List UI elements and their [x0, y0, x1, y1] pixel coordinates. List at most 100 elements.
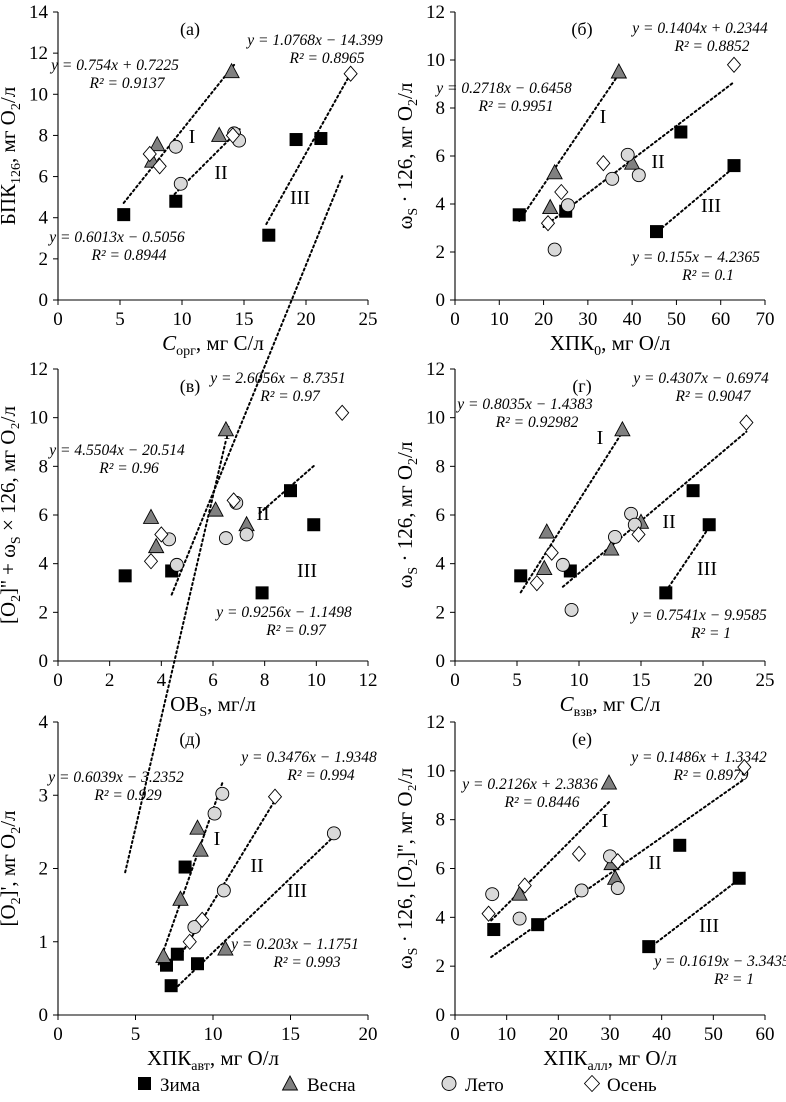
data-point-winter [289, 133, 303, 147]
y-tick-label: 0 [436, 1005, 446, 1026]
x-axis-label: ХПК0, мг О/л [550, 331, 670, 359]
y-axis-label: [O2]', мг O2/л [0, 810, 24, 926]
data-point-summer [187, 920, 202, 935]
x-tick-label: 0 [53, 309, 63, 330]
x-axis-label: Cвзв, мг С/л [560, 692, 661, 720]
trendline-III [664, 526, 711, 593]
equation-II: y = 0.6013x − 0.5056 [47, 229, 185, 246]
data-point-winter [255, 586, 269, 600]
data-point-summer [169, 557, 184, 572]
group-label-II: II [214, 162, 227, 184]
r2-III: R² = 0.97 [265, 622, 327, 639]
x-tick-label: 8 [260, 670, 270, 691]
y-axis-label: БПК126, мг O2/л [0, 87, 24, 225]
r2-I: R² = 0.8446 [504, 794, 580, 811]
legend-label-autumn: Осень [607, 1075, 657, 1096]
data-point-winter [673, 838, 687, 852]
trendline-II [542, 81, 735, 228]
x-tick-label: 20 [694, 670, 713, 691]
x-tick-label: 10 [173, 309, 192, 330]
data-point-autumn [540, 215, 556, 232]
data-point-summer [215, 786, 230, 801]
x-tick-label: 50 [704, 1024, 723, 1045]
panel-label: (е) [572, 729, 592, 750]
data-point-summer [218, 531, 233, 546]
chart-panel-1: 0 2 4 6 8 10 12 14 0 5 10 15 20 25 Cорг, мг С/л БПК126,… [0, 2, 383, 359]
panel-label: (д) [179, 729, 200, 750]
chart-panel-2: 0 2 4 6 8 10 12 0 10 20 30 40 50 60 70 ХПК0, мг О/л ωS ·… [393, 2, 775, 359]
data-point-summer [207, 806, 222, 821]
data-point-autumn [554, 183, 569, 201]
y-tick-label: 2 [436, 956, 446, 977]
trendline-III [653, 166, 735, 236]
x-axis-label: Cорг, мг С/л [162, 331, 264, 359]
chart-panel-4: 0 2 4 6 8 10 12 0 5 10 15 20 25 Cвзв, мг С/л ωS · 126,… [393, 359, 775, 720]
data-point-winter [642, 940, 656, 954]
data-point-autumn [143, 553, 159, 570]
data-point-autumn [739, 414, 754, 431]
y-tick-label: 8 [436, 98, 446, 119]
x-tick-label: 0 [450, 309, 460, 330]
y-tick-label: 4 [436, 554, 446, 575]
group-label-III: III [287, 880, 307, 902]
data-point-summer [564, 602, 579, 617]
data-point-winter [531, 918, 545, 932]
y-tick-label: 0 [39, 1005, 49, 1026]
r2-I: R² = 0.929 [93, 787, 161, 804]
x-tick-label: 5 [512, 670, 522, 691]
data-point-summer [608, 529, 622, 544]
r2-III: R² = 0.993 [272, 954, 340, 971]
y-axis-label: ωS · 126, мг O2/л [393, 83, 421, 230]
x-tick-label: 6 [208, 670, 218, 691]
y-tick-label: 3 [39, 785, 49, 806]
group-label-III: III [297, 560, 317, 582]
x-tick-label: 0 [53, 1024, 63, 1045]
x-tick-label: 40 [623, 309, 642, 330]
x-axis-label: ХПКавт, мг О/л [147, 1046, 279, 1074]
data-point-spring [172, 890, 189, 906]
data-point-winter [169, 194, 183, 208]
equation-II: y = 0.4307x − 0.6974 [631, 370, 769, 387]
data-point-spring [217, 420, 235, 437]
equation-I: y = 0.754x + 0.7225 [49, 57, 179, 74]
x-tick-label: 60 [756, 1024, 775, 1045]
data-point-spring [600, 774, 618, 790]
y-tick-label: 12 [29, 43, 48, 64]
data-point-autumn [195, 911, 210, 928]
data-point-winter [170, 947, 184, 961]
equation-III: y = 0.155x − 4.2365 [630, 249, 760, 266]
x-tick-label: 20 [359, 1024, 378, 1045]
y-tick-label: 10 [29, 84, 48, 105]
data-point-summer [547, 242, 562, 257]
legend-label-winter: Зима [160, 1075, 201, 1096]
x-tick-label: 0 [450, 670, 460, 691]
legend-marker-summer [441, 1076, 457, 1091]
data-point-autumn [267, 788, 283, 805]
y-tick-label: 6 [39, 505, 49, 526]
data-point-summer [610, 881, 625, 895]
x-tick-label: 5 [115, 309, 125, 330]
x-tick-label: 10 [490, 309, 509, 330]
x-tick-label: 15 [632, 670, 651, 691]
x-axis-label: ХПКалл, мг О/л [543, 1046, 677, 1074]
y-tick-label: 6 [436, 505, 446, 526]
r2-III: R² = 1 [690, 625, 731, 642]
data-point-spring [536, 559, 553, 575]
data-point-spring [511, 885, 528, 901]
y-tick-label: 10 [29, 408, 48, 429]
y-tick-label: 4 [39, 712, 49, 733]
r2-II: R² = 0.994 [286, 767, 354, 784]
data-point-summer [555, 557, 570, 572]
data-point-autumn [596, 155, 611, 172]
data-point-spring [602, 540, 620, 556]
data-point-autumn [226, 492, 241, 509]
y-tick-label: 6 [39, 167, 49, 188]
trendline-I [518, 73, 620, 222]
data-point-spring [614, 420, 631, 437]
data-point-autumn [481, 905, 496, 922]
equation-II: y = 0.3476x − 1.9348 [239, 749, 377, 766]
equation-I: y = 0.2718x − 0.6458 [434, 80, 572, 97]
trendline-III [647, 878, 741, 950]
y-tick-label: 0 [436, 290, 446, 311]
y-tick-label: 10 [426, 761, 445, 782]
